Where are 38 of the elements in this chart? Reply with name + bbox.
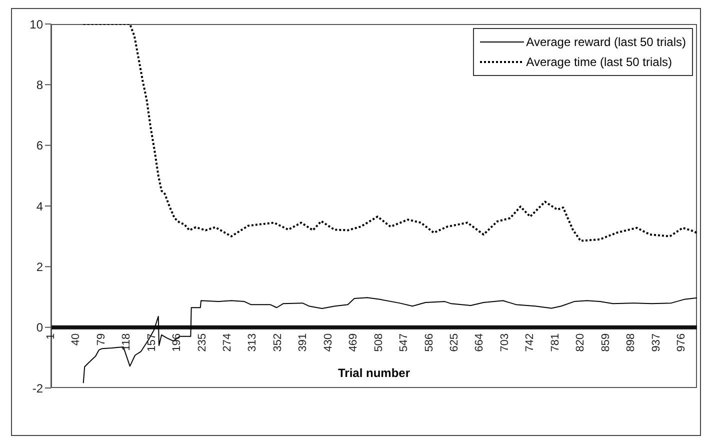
x-tick-label: 118 — [120, 333, 133, 351]
x-tick-label: 157 — [146, 333, 158, 352]
x-tick-label: 313 — [246, 333, 259, 352]
y-tick-label: 6 — [36, 138, 44, 153]
x-tick-label: 586 — [423, 333, 436, 352]
x-tick-label: 430 — [322, 333, 334, 352]
x-tick-label: 625 — [448, 333, 461, 352]
x-tick-label: 79 — [95, 333, 108, 346]
x-tick-label: 274 — [222, 333, 234, 352]
y-tick-label: 2 — [36, 260, 44, 274]
line-series — [82, 297, 697, 384]
x-tick-label: 781 — [549, 333, 562, 352]
x-tick-label: 820 — [574, 333, 587, 352]
y-tick-label: 10 — [30, 17, 44, 32]
y-tick-label: -2 — [32, 381, 44, 396]
x-tick-label: 742 — [524, 333, 536, 352]
x-tick-label: 937 — [650, 333, 662, 352]
x-tick-label: 547 — [398, 333, 410, 352]
x-tick-label: 1 — [45, 333, 57, 340]
legend-label: Average time (last 50 trials) — [526, 55, 672, 69]
x-tick-label: 859 — [600, 333, 612, 352]
x-tick-label: 352 — [272, 333, 284, 352]
x-tick-label: 976 — [675, 333, 688, 352]
x-tick-label: 235 — [196, 333, 208, 352]
x-tick-label: 703 — [498, 333, 511, 352]
x-tick-label: 196 — [171, 333, 184, 352]
y-tick-label: 4 — [36, 199, 44, 214]
legend-label: Average reward (last 50 trials) — [526, 35, 686, 49]
x-tick-label: 508 — [372, 333, 385, 352]
x-tick-label: 469 — [348, 333, 360, 352]
y-tick-label: 8 — [36, 78, 44, 92]
y-tick-label: 0 — [36, 320, 44, 335]
line-series — [82, 24, 697, 242]
x-axis-title: Trial number — [336, 366, 412, 380]
x-tick-label: 40 — [70, 333, 82, 346]
x-tick-label: 391 — [297, 333, 310, 352]
x-tick-label: 898 — [625, 333, 638, 352]
x-tick-label: 664 — [474, 333, 486, 352]
